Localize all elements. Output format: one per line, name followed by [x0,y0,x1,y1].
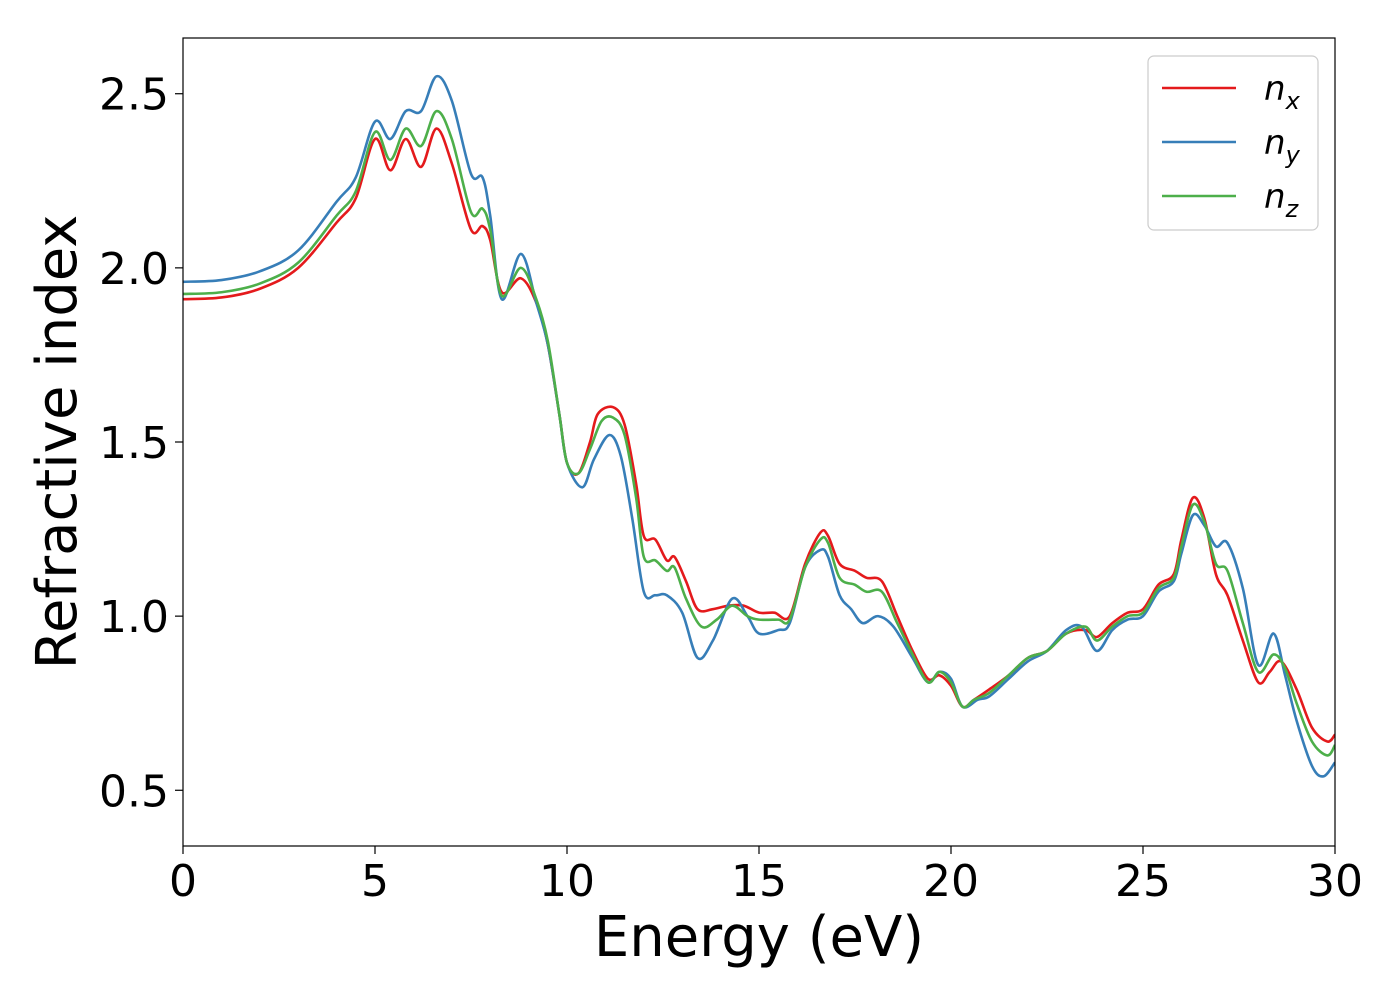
y-tick-label: 2.5 [99,70,169,121]
x-axis-title: Energy (eV) [594,905,924,970]
x-tick-label: 5 [361,856,389,907]
series-layer [183,74,1335,778]
x-axis: 0 5 10 15 20 25 30 [169,846,1363,907]
y-axis-title: Refractive index [25,215,90,670]
x-tick-label: 15 [731,856,787,907]
legend-label-x: nx [1264,69,1301,115]
series-line-z [183,109,1335,757]
legend-label-y: ny [1264,123,1301,169]
x-tick-label: 25 [1115,856,1171,907]
x-tick-label: 0 [169,856,197,907]
y-tick-label: 0.5 [99,766,169,817]
y-axis: 0.5 1.0 1.5 2.0 2.5 [99,70,183,817]
x-tick-label: 20 [923,856,979,907]
y-tick-label: 2.0 [99,244,169,295]
y-tick-label: 1.5 [99,418,169,469]
y-tick-label: 1.0 [99,592,169,643]
x-tick-label: 30 [1307,856,1363,907]
x-tick-label: 10 [539,856,595,907]
